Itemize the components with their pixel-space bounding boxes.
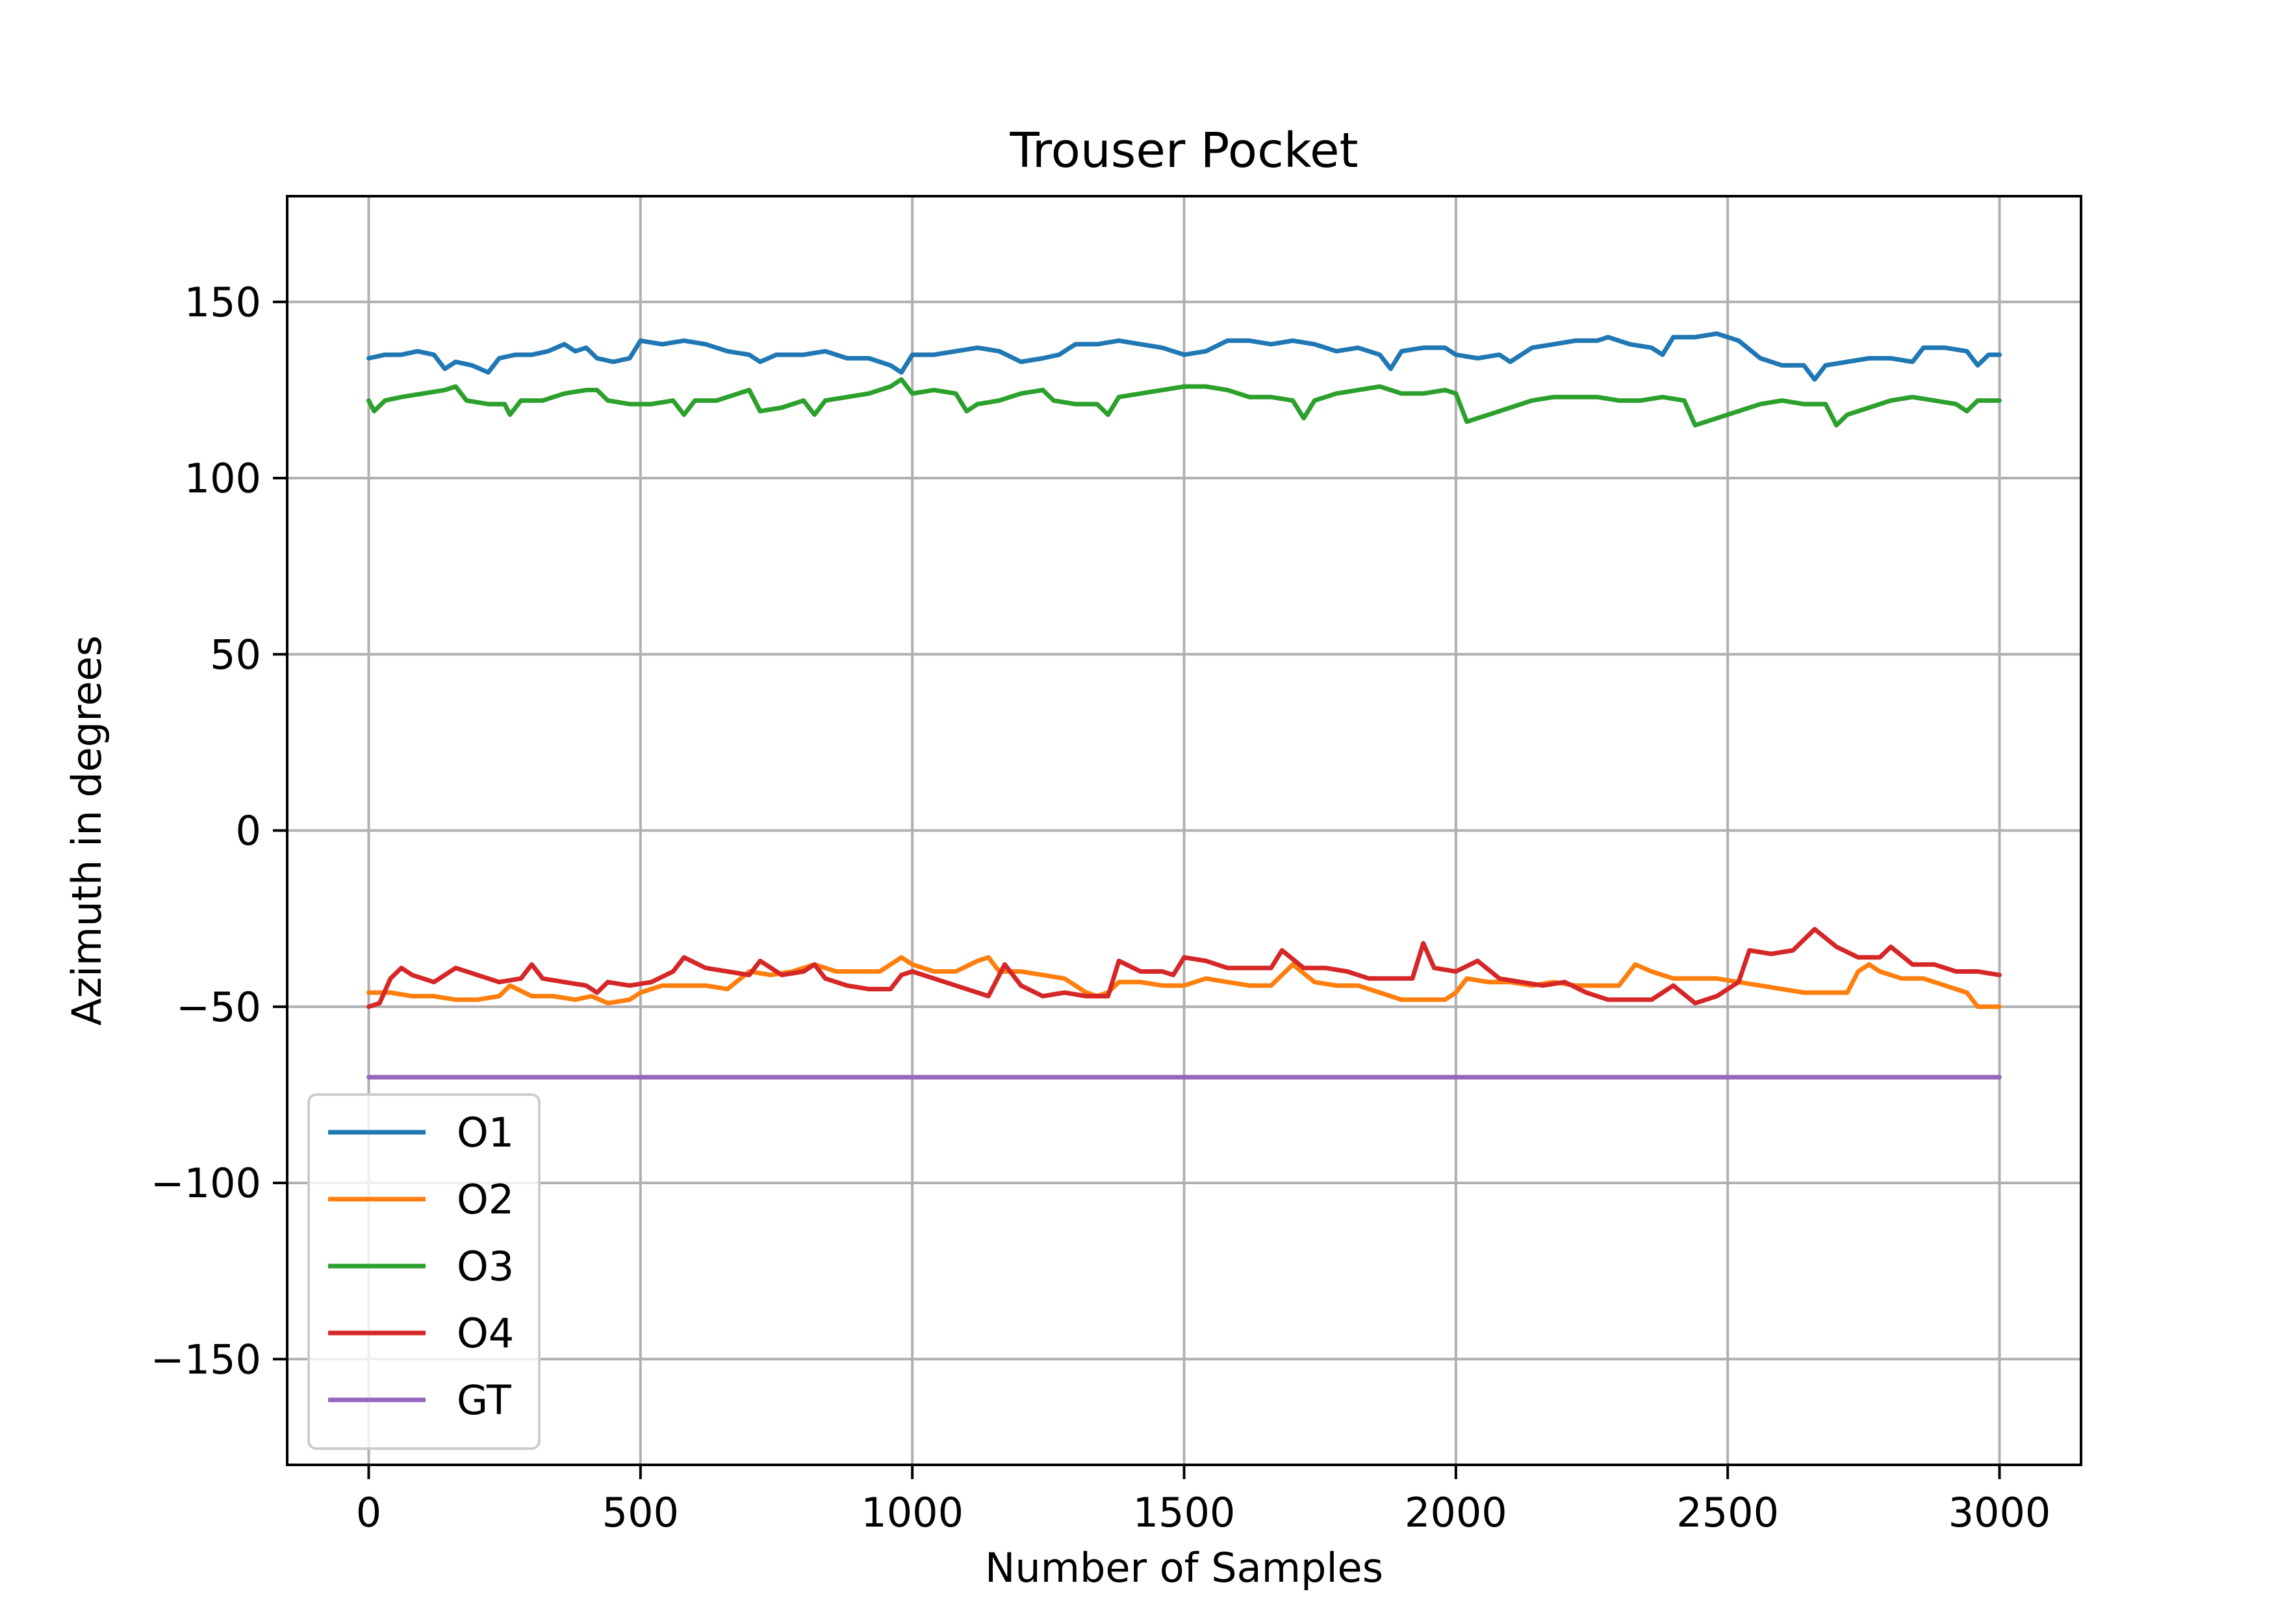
y-tick-label: 100 [185,455,261,502]
legend-label-o1: O1 [457,1109,514,1156]
series-line-o1 [366,331,2002,382]
x-tick-label: 1500 [1133,1489,1236,1536]
y-axis-title: Azimuth in degrees [63,635,110,1026]
y-tick-label: −150 [151,1336,261,1383]
x-tick-label: 0 [356,1489,381,1536]
x-tick-label: 1000 [861,1489,964,1536]
legend-label-o2: O2 [457,1176,514,1223]
y-tick-label: −50 [176,983,261,1031]
legend-label-o4: O4 [457,1310,514,1357]
y-tick-label: 50 [210,631,261,678]
legend: O1 O2 O3 O4 GT [307,1093,541,1450]
y-tick-label: −100 [151,1160,261,1207]
series-line-o4 [366,926,2002,1009]
legend-label-gt: GT [457,1377,512,1424]
x-tick-label: 2000 [1405,1489,1507,1536]
x-tick-label: 2500 [1676,1489,1779,1536]
x-axis-title: Number of Samples [985,1544,1383,1592]
y-tick-label: 150 [185,279,261,326]
grid [287,196,2081,1465]
series-line-o3 [366,377,2002,428]
legend-label-o3: O3 [457,1243,514,1290]
series-lines [366,331,2002,1080]
axis-ticks: 0 500 1000 1500 2000 2500 3000150100500−50−100… [151,279,2051,1536]
legend-box [307,1093,541,1450]
x-tick-label: 500 [602,1489,679,1536]
y-tick-label: 0 [236,807,261,855]
x-tick-label: 3000 [1948,1489,2051,1536]
chart-title: Trouser Pocket [1009,123,1358,179]
